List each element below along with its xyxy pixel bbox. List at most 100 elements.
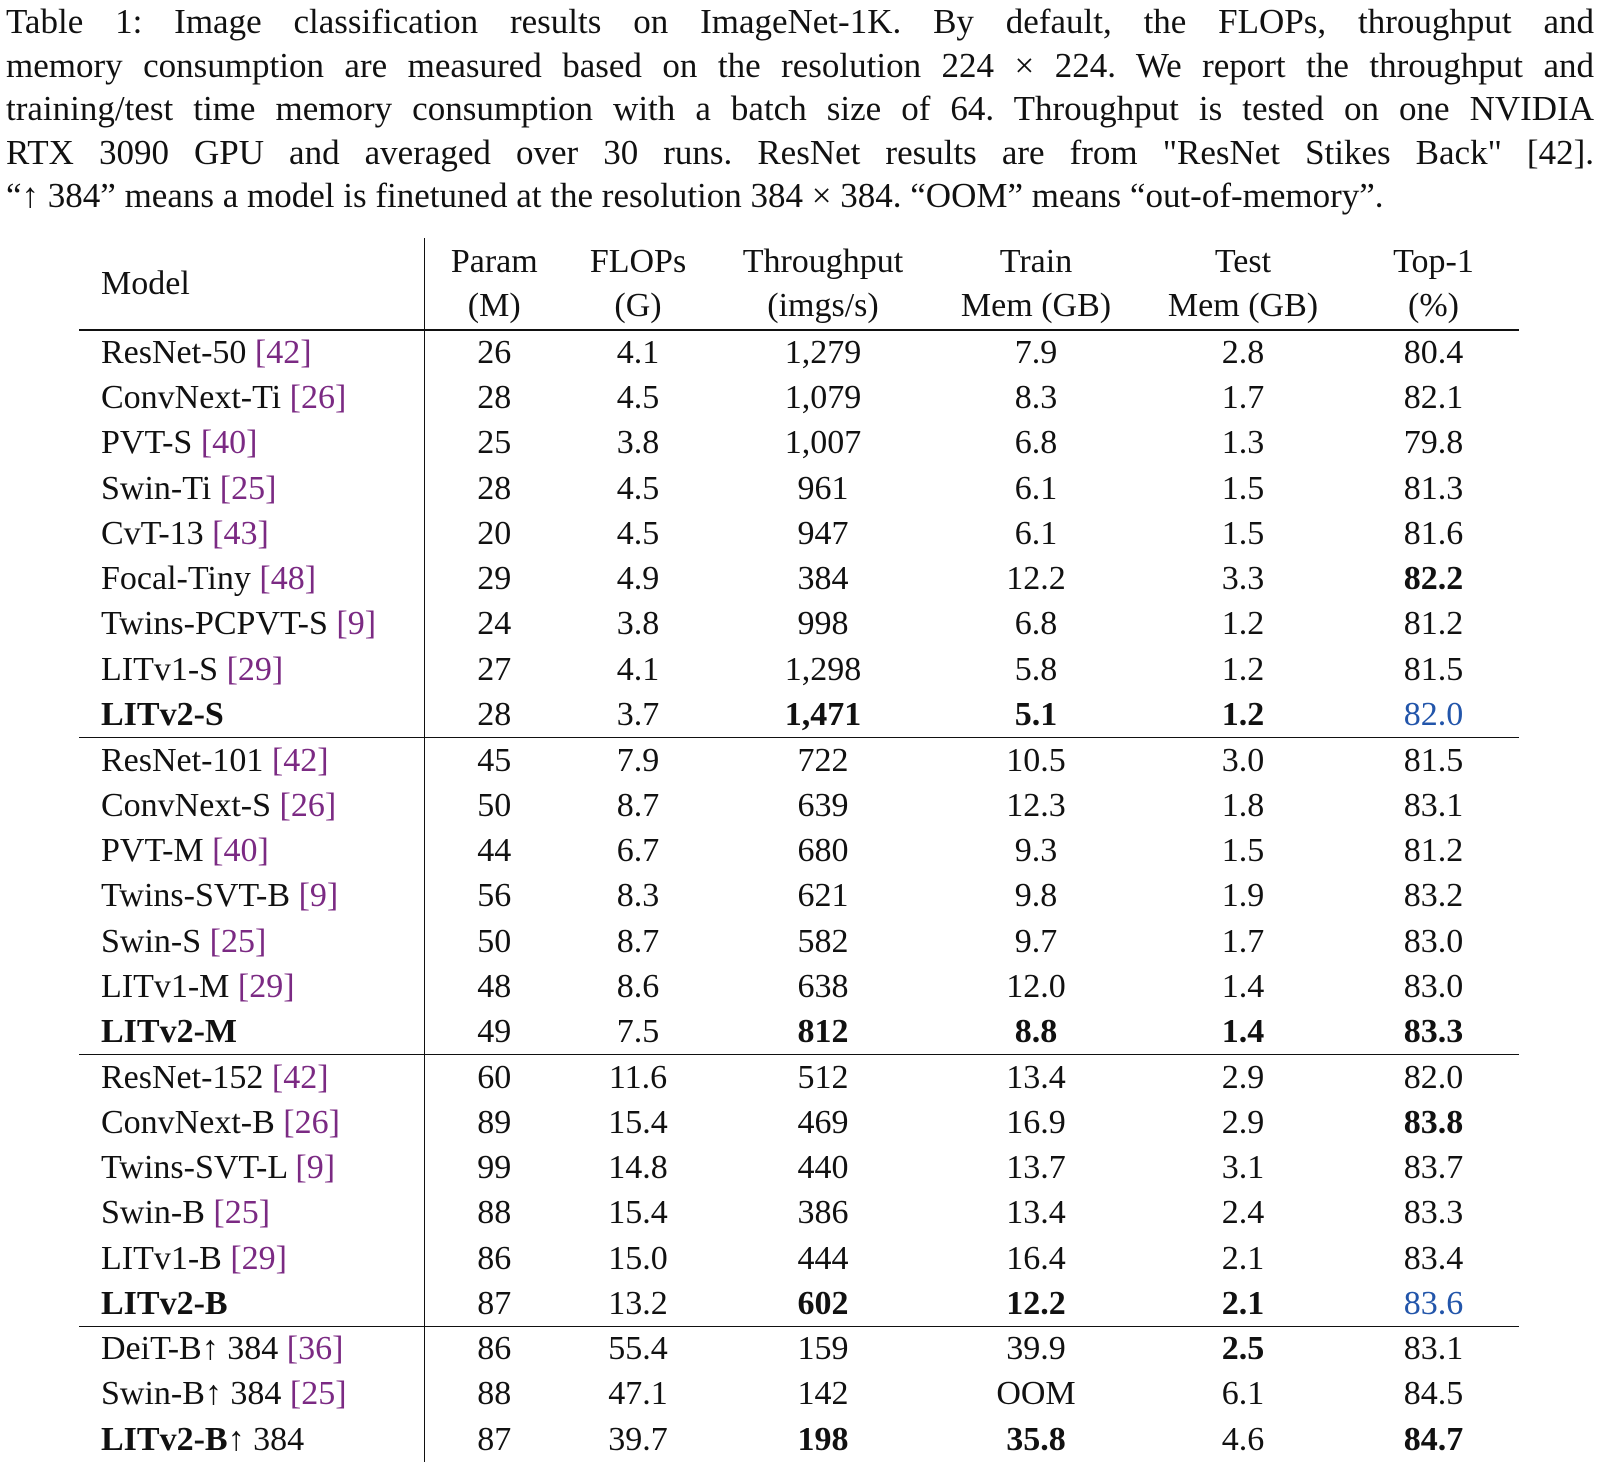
test-cell: 1.5 [1221, 514, 1265, 552]
model-name-cell: Swin-Ti [25] [79, 465, 425, 512]
header-throughput-line2: (imgs/s) [767, 286, 879, 324]
table-header-row: Model Param (M) FLOPs (G) Throughput (imgs/… [79, 238, 1519, 330]
model-name: LITv2-S [101, 695, 224, 733]
citation-link[interactable]: [42] [254, 334, 312, 372]
param-cell: 60 [424, 1054, 564, 1101]
train-cell: 12.0 [1006, 967, 1066, 1005]
test-cell: 2.5 [1138, 1326, 1348, 1372]
train-cell: 39.9 [934, 1326, 1138, 1372]
model-name-cell: Swin-B↑ 384 [25] [79, 1371, 425, 1418]
test-cell: 2.8 [1138, 328, 1348, 376]
top1-cell: 83.2 [1403, 877, 1464, 915]
flops-cell: 3.8 [616, 605, 660, 643]
table-row: Swin-S [25] 50 8.7 582 9.7 1.7 83.0 [79, 918, 1519, 965]
top1-cell: 82.0 [1403, 695, 1464, 733]
citation-link[interactable]: [29] [237, 967, 295, 1005]
param-cell: 49 [477, 1012, 512, 1050]
test-cell: 1.5 [1221, 831, 1265, 869]
top1-cell: 83.3 [1403, 1194, 1464, 1232]
flops-cell: 4.5 [616, 514, 660, 552]
throughput-cell: 812 [797, 1012, 849, 1050]
citation-link[interactable]: [26] [289, 378, 347, 416]
param-cell: 88 [477, 1375, 512, 1413]
train-cell: 8.3 [1014, 378, 1058, 416]
model-name: Focal-Tiny [101, 560, 251, 598]
test-cell: 2.4 [1221, 1194, 1265, 1232]
train-cell: OOM [996, 1375, 1076, 1413]
test-cell: 1.5 [1221, 469, 1265, 507]
table-row: LITv1-M [29] 48 8.6 638 12.0 1.4 83.0 [79, 964, 1519, 1010]
header-train-mem-line1: Train [999, 242, 1073, 280]
header-param: Param (M) [424, 238, 564, 330]
top1-cell: 81.2 [1403, 831, 1464, 869]
model-name-cell: CvT-13 [43] [79, 511, 425, 557]
top1-cell: 80.4 [1348, 328, 1519, 376]
header-param-line2: (M) [467, 286, 521, 324]
param-cell: 86 [477, 1239, 512, 1277]
top1-cell: 83.8 [1403, 1103, 1464, 1141]
train-cell: 7.9 [934, 328, 1138, 376]
citation-link[interactable]: [25] [209, 922, 267, 960]
citation-link[interactable]: [9] [295, 1148, 336, 1186]
train-cell: 6.8 [1014, 424, 1058, 462]
table-body: ResNet-50 [42] 26 4.1 1,279 7.9 2.8 80.4 ConvNe… [79, 328, 1519, 1463]
test-cell: 1.7 [1221, 378, 1265, 416]
throughput-cell: 602 [797, 1284, 849, 1322]
model-name: LITv1-M [101, 967, 230, 1005]
model-name: LITv2-M [101, 1012, 237, 1050]
param-cell: 24 [477, 605, 512, 643]
table-row: PVT-S [40] 25 3.8 1,007 6.8 1.3 79.8 [79, 420, 1519, 466]
citation-link[interactable]: [40] [200, 424, 258, 462]
citation-link[interactable]: [29] [230, 1239, 288, 1277]
table-row: Twins-SVT-L [9] 99 14.8 440 13.7 3.1 83.7 [79, 1145, 1519, 1191]
table-row: LITv2-M 49 7.5 812 8.8 1.4 83.3 [79, 1009, 1519, 1055]
model-name: DeiT-B↑ 384 [101, 1330, 279, 1368]
train-cell: 9.8 [1014, 877, 1058, 915]
top1-cell: 81.3 [1403, 469, 1464, 507]
test-cell: 1.2 [1221, 695, 1265, 733]
citation-link[interactable]: [42] [271, 741, 329, 779]
model-name: ConvNext-Ti [101, 378, 282, 416]
flops-cell: 15.0 [608, 1239, 668, 1277]
model-resolution-suffix: ↑ 384 [227, 1420, 305, 1458]
train-cell: 9.3 [1014, 831, 1058, 869]
citation-link[interactable]: [25] [213, 1194, 271, 1232]
citation-link[interactable]: [42] [271, 1058, 329, 1096]
top1-cell: 83.1 [1403, 786, 1464, 824]
model-name: ResNet-50 [101, 334, 247, 372]
results-table-wrapper: Model Param (M) FLOPs (G) Throughput (imgs/… [79, 238, 1519, 1463]
citation-link[interactable]: [9] [336, 605, 377, 643]
param-cell: 48 [477, 967, 512, 1005]
throughput-cell: 998 [797, 605, 849, 643]
flops-cell: 8.7 [616, 786, 660, 824]
throughput-cell: 1,471 [784, 695, 862, 733]
test-cell: 3.1 [1221, 1148, 1265, 1186]
top1-cell: 84.5 [1403, 1375, 1464, 1413]
flops-cell: 7.5 [616, 1012, 660, 1050]
citation-link[interactable]: [29] [226, 650, 284, 688]
table-row: ConvNext-S [26] 50 8.7 639 12.3 1.8 83.1 [79, 782, 1519, 829]
citation-link[interactable]: [48] [259, 560, 317, 598]
citation-link[interactable]: [36] [286, 1330, 344, 1368]
citation-link[interactable]: [40] [212, 831, 269, 869]
citation-link[interactable]: [26] [283, 1103, 340, 1141]
top1-cell: 81.5 [1403, 650, 1464, 688]
throughput-cell: 947 [797, 514, 849, 552]
model-name: LITv2-B [101, 1284, 228, 1322]
table-row: PVT-M [40] 44 6.7 680 9.3 1.5 81.2 [79, 828, 1519, 874]
header-throughput: Throughput (imgs/s) [712, 238, 934, 330]
test-cell: 1.3 [1221, 424, 1265, 462]
train-cell: 16.9 [1006, 1103, 1066, 1141]
test-cell: 2.1 [1221, 1239, 1265, 1277]
citation-link[interactable]: [25] [289, 1375, 347, 1413]
flops-cell: 14.8 [608, 1148, 668, 1186]
citation-link[interactable]: [43] [212, 514, 269, 552]
citation-link[interactable]: [9] [298, 877, 339, 915]
train-cell: 12.3 [1006, 786, 1066, 824]
citation-link[interactable]: [25] [219, 469, 277, 507]
flops-cell: 4.1 [564, 328, 712, 376]
citation-link[interactable]: [26] [279, 786, 337, 824]
model-name: CvT-13 [101, 514, 204, 552]
top1-cell: 83.0 [1403, 967, 1464, 1005]
table-row: Focal-Tiny [48] 29 4.9 384 12.2 3.3 82.2 [79, 556, 1519, 602]
